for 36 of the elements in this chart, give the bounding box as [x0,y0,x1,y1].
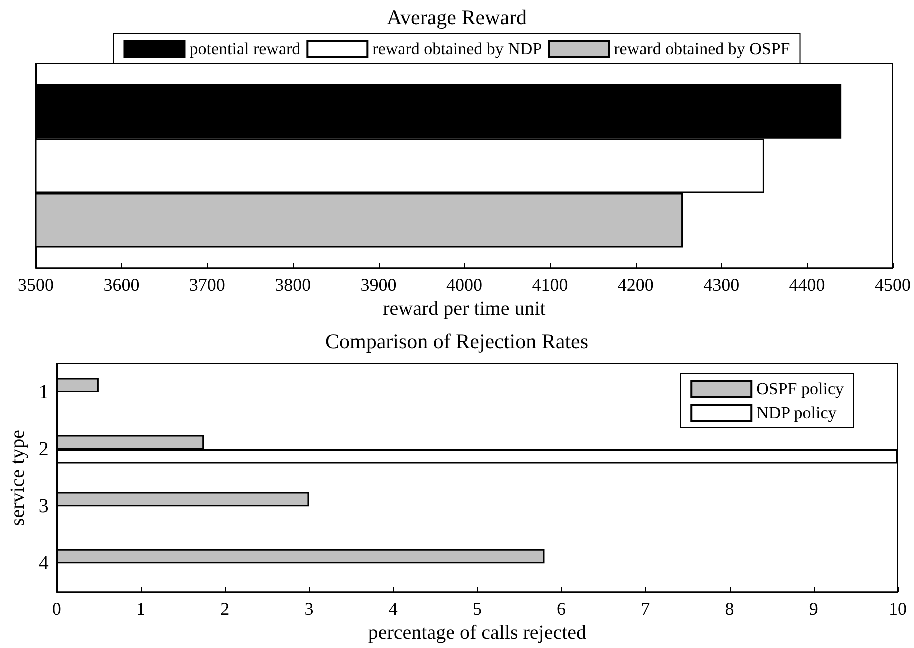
legend-label: NDP policy [756,404,838,422]
x-tick-label: 9 [809,599,818,620]
y-tick-label: 2 [38,438,49,461]
y-tick-label: 1 [38,382,49,404]
x-tick-label: 3500 [18,275,54,296]
legend-label: reward obtained by NDP [372,40,542,58]
x-tick-label: 4000 [446,275,482,296]
x-tick-label: 3600 [104,275,140,296]
x-tick-label: 10 [889,599,907,620]
x-tick-label: 3700 [189,275,226,296]
y-tick-label: 3 [38,496,49,518]
x-tick-label: 3900 [360,275,397,296]
x-tick-label: 8 [725,599,734,620]
x-axis-title: percentage of calls rejected [368,622,587,644]
legend-label: OSPF policy [756,380,844,398]
x-tick-label: 4100 [532,275,568,296]
x-tick-label: 4 [388,599,398,620]
chart-title: Comparison of Rejection Rates [325,330,589,354]
x-tick-label: 3 [304,599,314,620]
chart-title: Average Reward [386,6,528,30]
legend-label: potential reward [190,40,302,58]
x-tick-label: 0 [52,599,62,620]
legend-label: reward obtained by OSPF [614,40,790,58]
x-tick-label: 5 [472,599,482,620]
x-axis-title: reward per time unit [383,298,546,320]
x-tick-label: 4400 [789,275,826,296]
x-tick-label: 4500 [875,275,911,296]
x-tick-label: 2 [220,599,230,620]
y-tick-label: 4 [38,552,49,575]
x-tick-label: 6 [557,599,566,620]
y-axis-title: service type [7,430,29,526]
x-tick-label: 3800 [275,275,312,296]
x-tick-label: 1 [136,599,146,620]
x-tick-label: 4200 [618,275,654,296]
x-tick-label: 7 [641,599,650,620]
x-tick-label: 4300 [704,275,740,296]
